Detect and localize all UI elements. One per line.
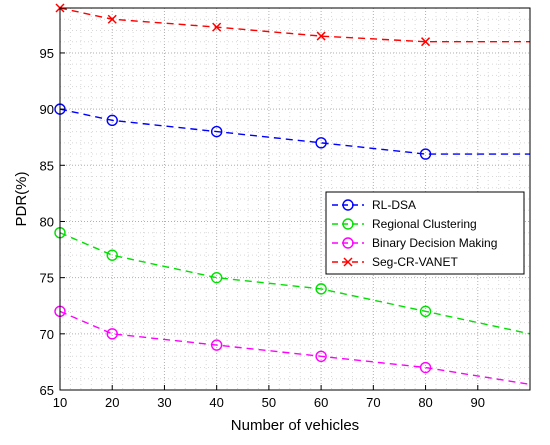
legend-item: Seg-CR-VANET — [332, 255, 458, 269]
data-point — [106, 114, 118, 127]
legend-label: Seg-CR-VANET — [372, 255, 458, 269]
y-tick-label: 75 — [40, 271, 54, 286]
legend-item: Binary Decision Making — [332, 236, 497, 250]
y-axis-label: PDR(%) — [13, 171, 30, 226]
y-tick-label: 65 — [40, 383, 54, 398]
plot-frame — [59, 7, 531, 391]
x-tick-label: 50 — [262, 395, 276, 410]
x-tick-label: 60 — [314, 395, 328, 410]
legend-marker — [342, 199, 354, 211]
data-point — [419, 148, 432, 160]
legend-item: RL-DSA — [332, 198, 416, 212]
legend-item: Regional Clustering — [332, 217, 477, 231]
x-tick-label: 20 — [105, 395, 119, 410]
legend-box — [325, 191, 525, 275]
legend-label: RL-DSA — [372, 198, 416, 212]
series-3 — [55, 3, 530, 47]
x-tick-label: 30 — [157, 395, 171, 410]
data-point — [210, 339, 223, 351]
y-tick-label: 80 — [40, 214, 54, 229]
data-point — [315, 350, 327, 362]
series-line — [59, 232, 531, 335]
series-line — [59, 7, 530, 43]
data-point — [419, 361, 432, 374]
axis-ticks: 10 20 30 40 50 60 70 80 90 65 70 75 80 85 90 95 — [40, 46, 485, 410]
data-point — [107, 14, 117, 24]
x-axis-label: Number of vehicles — [231, 417, 359, 434]
x-tick-label: 70 — [366, 395, 380, 410]
grid — [59, 7, 531, 391]
legend-label: Binary Decision Making — [372, 236, 497, 250]
data-point — [106, 249, 118, 261]
y-tick-label: 90 — [40, 102, 54, 117]
data-point — [315, 283, 327, 295]
data-point — [212, 22, 222, 32]
data-point — [315, 137, 327, 149]
data-point — [316, 31, 326, 41]
series-line — [59, 108, 530, 155]
legend-label: Regional Clustering — [372, 217, 477, 231]
y-tick-label: 95 — [40, 46, 54, 61]
x-tick-label: 10 — [53, 395, 67, 410]
x-tick-label: 40 — [209, 395, 223, 410]
data-point — [419, 305, 432, 318]
data-point — [421, 37, 431, 47]
y-tick-label: 85 — [40, 158, 54, 173]
x-tick-label: 90 — [471, 395, 485, 410]
series-1 — [54, 227, 531, 335]
legend-marker — [342, 237, 354, 249]
x-tick-label: 80 — [418, 395, 432, 410]
legend-marker — [342, 218, 354, 230]
series-line — [59, 310, 531, 386]
y-tick-label: 70 — [40, 327, 54, 342]
legend: RL-DSA Regional Clustering Binary Decision… — [325, 191, 525, 275]
data-point — [106, 328, 118, 340]
series-layer — [54, 3, 531, 386]
legend-marker — [343, 257, 353, 267]
data-point — [210, 271, 223, 284]
data-point — [210, 125, 223, 138]
